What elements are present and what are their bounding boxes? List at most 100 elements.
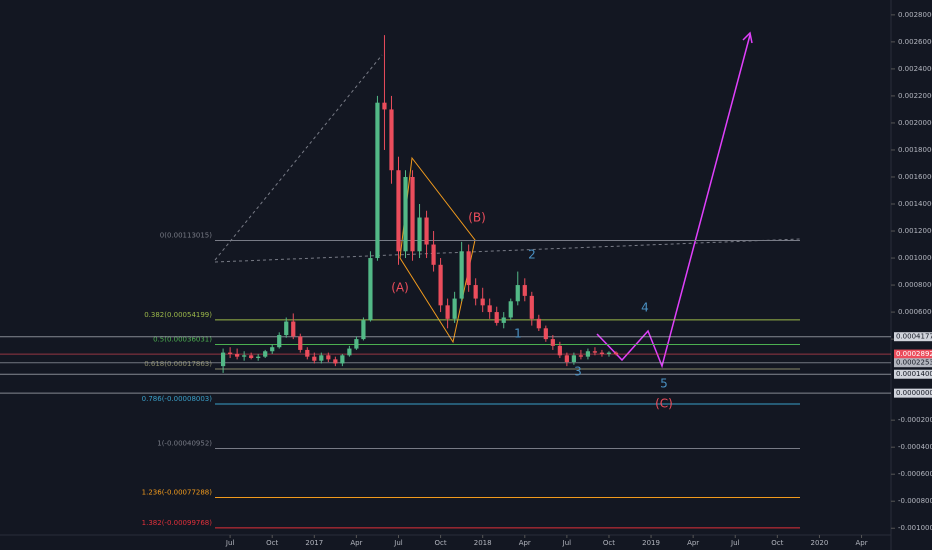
x-tick-label: Jul <box>730 539 740 547</box>
y-tick-label: 0.00140000 <box>898 200 932 208</box>
candle-body <box>606 352 612 354</box>
candle-body <box>305 349 310 357</box>
price-box <box>894 349 932 359</box>
candle-body <box>564 355 569 363</box>
drawings <box>214 31 801 369</box>
candle-body <box>242 355 247 357</box>
candle-body <box>515 285 520 302</box>
y-tick-label: 0.00060000 <box>898 308 932 316</box>
y-tick-label: -0.00040000 <box>898 443 932 451</box>
y-tick-label: 0.00240000 <box>898 65 932 73</box>
candle-body <box>571 355 576 363</box>
wave-label: 4 <box>641 301 649 315</box>
candle-body <box>466 251 471 286</box>
y-tick-label: 0.00260000 <box>898 38 932 46</box>
candle-body <box>613 352 619 355</box>
x-tick-label: 2019 <box>642 539 660 547</box>
candle-body <box>424 217 429 245</box>
candle-body <box>347 348 352 356</box>
x-tick-label: Oct <box>771 539 783 547</box>
x-tick-label: Oct <box>266 539 278 547</box>
y-tick-label: -0.00020000 <box>898 416 932 424</box>
candle-body <box>354 339 359 349</box>
candle-body <box>396 170 401 252</box>
y-tick-label: 0.00200000 <box>898 119 932 127</box>
fib-label: 0.618(0.00017863) <box>144 360 212 368</box>
candle-body <box>326 355 331 360</box>
price-box <box>894 388 932 398</box>
fib-label: 1.236(-0.00077288) <box>142 489 213 497</box>
x-tick-label: 2017 <box>305 539 323 547</box>
y-tick-label: -0.00100000 <box>898 524 932 532</box>
fib-label: 0.382(0.00054199) <box>144 311 212 319</box>
wave-label: (B) <box>468 211 486 225</box>
x-tick-label: 2018 <box>474 539 492 547</box>
candle-body <box>249 355 254 359</box>
wave-label: 2 <box>528 248 536 262</box>
candle-body <box>417 217 422 252</box>
y-tick-label: 0.00160000 <box>898 173 932 181</box>
candle-body <box>389 109 394 171</box>
candle-body <box>522 285 527 296</box>
candle-body <box>592 351 598 353</box>
candle-body <box>235 353 240 357</box>
candle-body <box>508 301 513 318</box>
candle-body <box>452 298 457 319</box>
candle-body <box>578 355 584 357</box>
candle-body <box>529 295 534 319</box>
wave-label: 5 <box>660 377 668 391</box>
x-tick-label: Apr <box>519 539 531 547</box>
candle-body <box>431 244 436 265</box>
candle-body <box>438 264 443 306</box>
candle-body <box>375 102 380 259</box>
x-tick-label: Oct <box>435 539 447 547</box>
candle-body <box>403 176 408 252</box>
candle-body <box>382 102 387 110</box>
candle-body <box>312 356 317 361</box>
fib-label: 1(-0.00040952) <box>157 439 212 447</box>
candle-body <box>263 351 268 357</box>
candle-body <box>361 320 366 340</box>
x-tick-label: Jul <box>393 539 403 547</box>
price-box <box>894 332 932 342</box>
y-tick-label: -0.00060000 <box>898 470 932 478</box>
trend-line <box>214 54 383 261</box>
x-tick-label: Jul <box>562 539 572 547</box>
x-tick-label: 2020 <box>811 539 829 547</box>
candle-body <box>459 251 464 299</box>
y-tick-label: 0.00280000 <box>898 11 932 19</box>
candle-body <box>494 312 499 323</box>
price-box <box>894 369 932 379</box>
candle-body <box>557 345 562 356</box>
price-box <box>894 358 932 368</box>
candle-body <box>536 318 541 329</box>
candle-body <box>480 298 485 306</box>
candle-body <box>501 317 506 323</box>
candle-body <box>291 321 296 337</box>
candle-body <box>228 352 233 354</box>
price-label: 0.00028923 <box>896 350 932 358</box>
candle-body <box>256 356 261 359</box>
trend-line <box>214 238 801 263</box>
price-label: 0.00041774 <box>896 333 932 341</box>
x-tick-label: Apr <box>855 539 867 547</box>
candle-body <box>333 359 338 364</box>
candle-body <box>340 355 345 364</box>
candle-body <box>319 355 324 361</box>
y-tick-label: 0.00180000 <box>898 146 932 154</box>
candle-body <box>599 352 605 354</box>
y-tick-label: 0.00080000 <box>898 281 932 289</box>
wave-label: (C) <box>655 397 673 411</box>
x-tick-label: Apr <box>350 539 362 547</box>
y-tick-label: 0.00220000 <box>898 92 932 100</box>
candle-body <box>487 305 492 313</box>
fib-label: 0(0.00113015) <box>160 231 212 239</box>
fib-label: 0.786(-0.00008003) <box>142 395 213 403</box>
candle-body <box>410 176 415 252</box>
price-label: 0.00000000 <box>896 389 932 397</box>
x-tick-label: Oct <box>603 539 615 547</box>
